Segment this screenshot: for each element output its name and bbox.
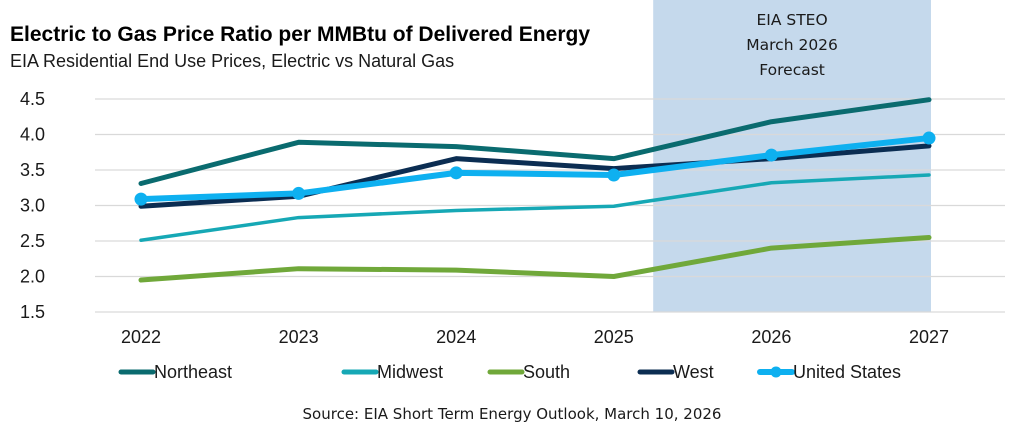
legend-label: Midwest [377, 362, 443, 382]
legend-label: Northeast [154, 362, 232, 382]
series-line-south [138, 234, 932, 283]
chart-subtitle: EIA Residential End Use Prices, Electric… [10, 51, 454, 71]
forecast-annotation: EIA STEO March 2026 Forecast [746, 11, 838, 79]
legend-label: South [523, 362, 570, 382]
legend: Northeast Midwest South West United States [118, 362, 901, 382]
x-tick-label: 2022 [121, 327, 161, 347]
data-point-united-states [764, 148, 778, 162]
legend-item-west: West [637, 362, 714, 382]
data-point-united-states [922, 131, 936, 145]
y-tick-label: 4.5 [20, 89, 45, 109]
legend-item-south: South [487, 362, 570, 382]
series-line-west [138, 143, 932, 209]
data-point-united-states [134, 192, 148, 206]
y-tick-label: 2.5 [20, 231, 45, 251]
data-point-united-states [449, 166, 463, 180]
x-tick-label: 2023 [279, 327, 319, 347]
series-lines [134, 97, 936, 283]
legend-item-northeast: Northeast [118, 362, 232, 382]
source-note: Source: EIA Short Term Energy Outlook, M… [303, 405, 722, 423]
chart-title: Electric to Gas Price Ratio per MMBtu of… [10, 23, 590, 46]
legend-label: United States [793, 362, 901, 382]
series-line-midwest [139, 173, 931, 243]
data-point-united-states [292, 186, 306, 200]
y-tick-label: 3.5 [20, 160, 45, 180]
forecast-label-line-2: March 2026 [746, 36, 838, 54]
x-tick-label: 2026 [751, 327, 791, 347]
forecast-label-line-3: Forecast [759, 61, 825, 79]
y-tick-label: 1.5 [20, 302, 45, 322]
series-line-united-states [138, 135, 932, 203]
y-axis: 4.5 4.0 3.5 3.0 2.5 2.0 1.5 [20, 89, 45, 322]
legend-item-midwest: Midwest [341, 362, 443, 382]
legend-label: West [673, 362, 714, 382]
forecast-label-line-1: EIA STEO [756, 11, 827, 29]
legend-marker [770, 366, 782, 378]
x-axis: 2022 2023 2024 2025 2026 2027 [121, 327, 949, 347]
y-tick-label: 3.0 [20, 196, 45, 216]
gridlines [95, 98, 1005, 313]
data-point-united-states [607, 168, 621, 182]
x-tick-label: 2024 [436, 327, 476, 347]
legend-item-united-states: United States [757, 362, 901, 382]
x-tick-label: 2025 [594, 327, 634, 347]
y-tick-label: 2.0 [20, 267, 45, 287]
y-tick-label: 4.0 [20, 125, 45, 145]
x-tick-label: 2027 [909, 327, 949, 347]
series-line-northeast [138, 97, 932, 186]
